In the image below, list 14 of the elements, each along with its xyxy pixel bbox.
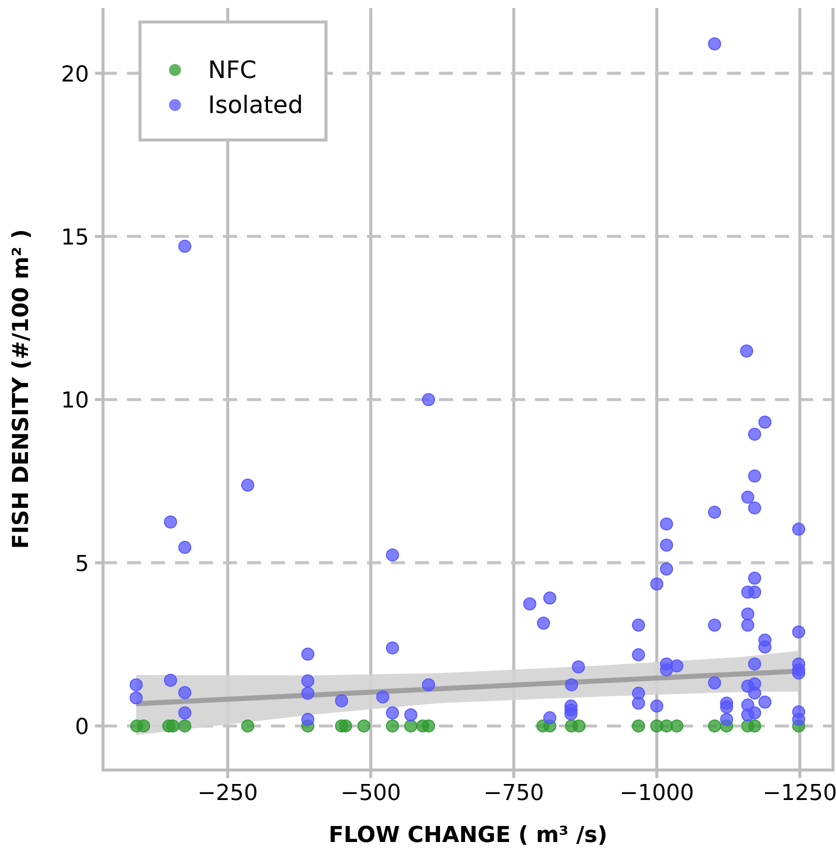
y-tick-label: 5	[75, 552, 89, 577]
y-tick-label: 10	[61, 388, 89, 414]
y-tick-label: 15	[61, 225, 89, 250]
x-tick-label: −500	[340, 781, 401, 806]
x-tick-label: −250	[198, 781, 258, 806]
x-tick-label: −1000	[620, 781, 694, 806]
x-tick-label: −750	[484, 781, 544, 806]
legend-label: NFC	[208, 56, 257, 84]
y-tick-label: 20	[61, 62, 89, 88]
x-tick-label: −1250	[762, 781, 836, 806]
y-axis-title: FISH DENSITY (#/100 m² )	[9, 229, 34, 549]
x-axis-title: FLOW CHANGE ( m³ /s)	[328, 823, 608, 848]
y-tick-label: 0	[75, 714, 89, 740]
legend-label: Isolated	[208, 91, 304, 119]
